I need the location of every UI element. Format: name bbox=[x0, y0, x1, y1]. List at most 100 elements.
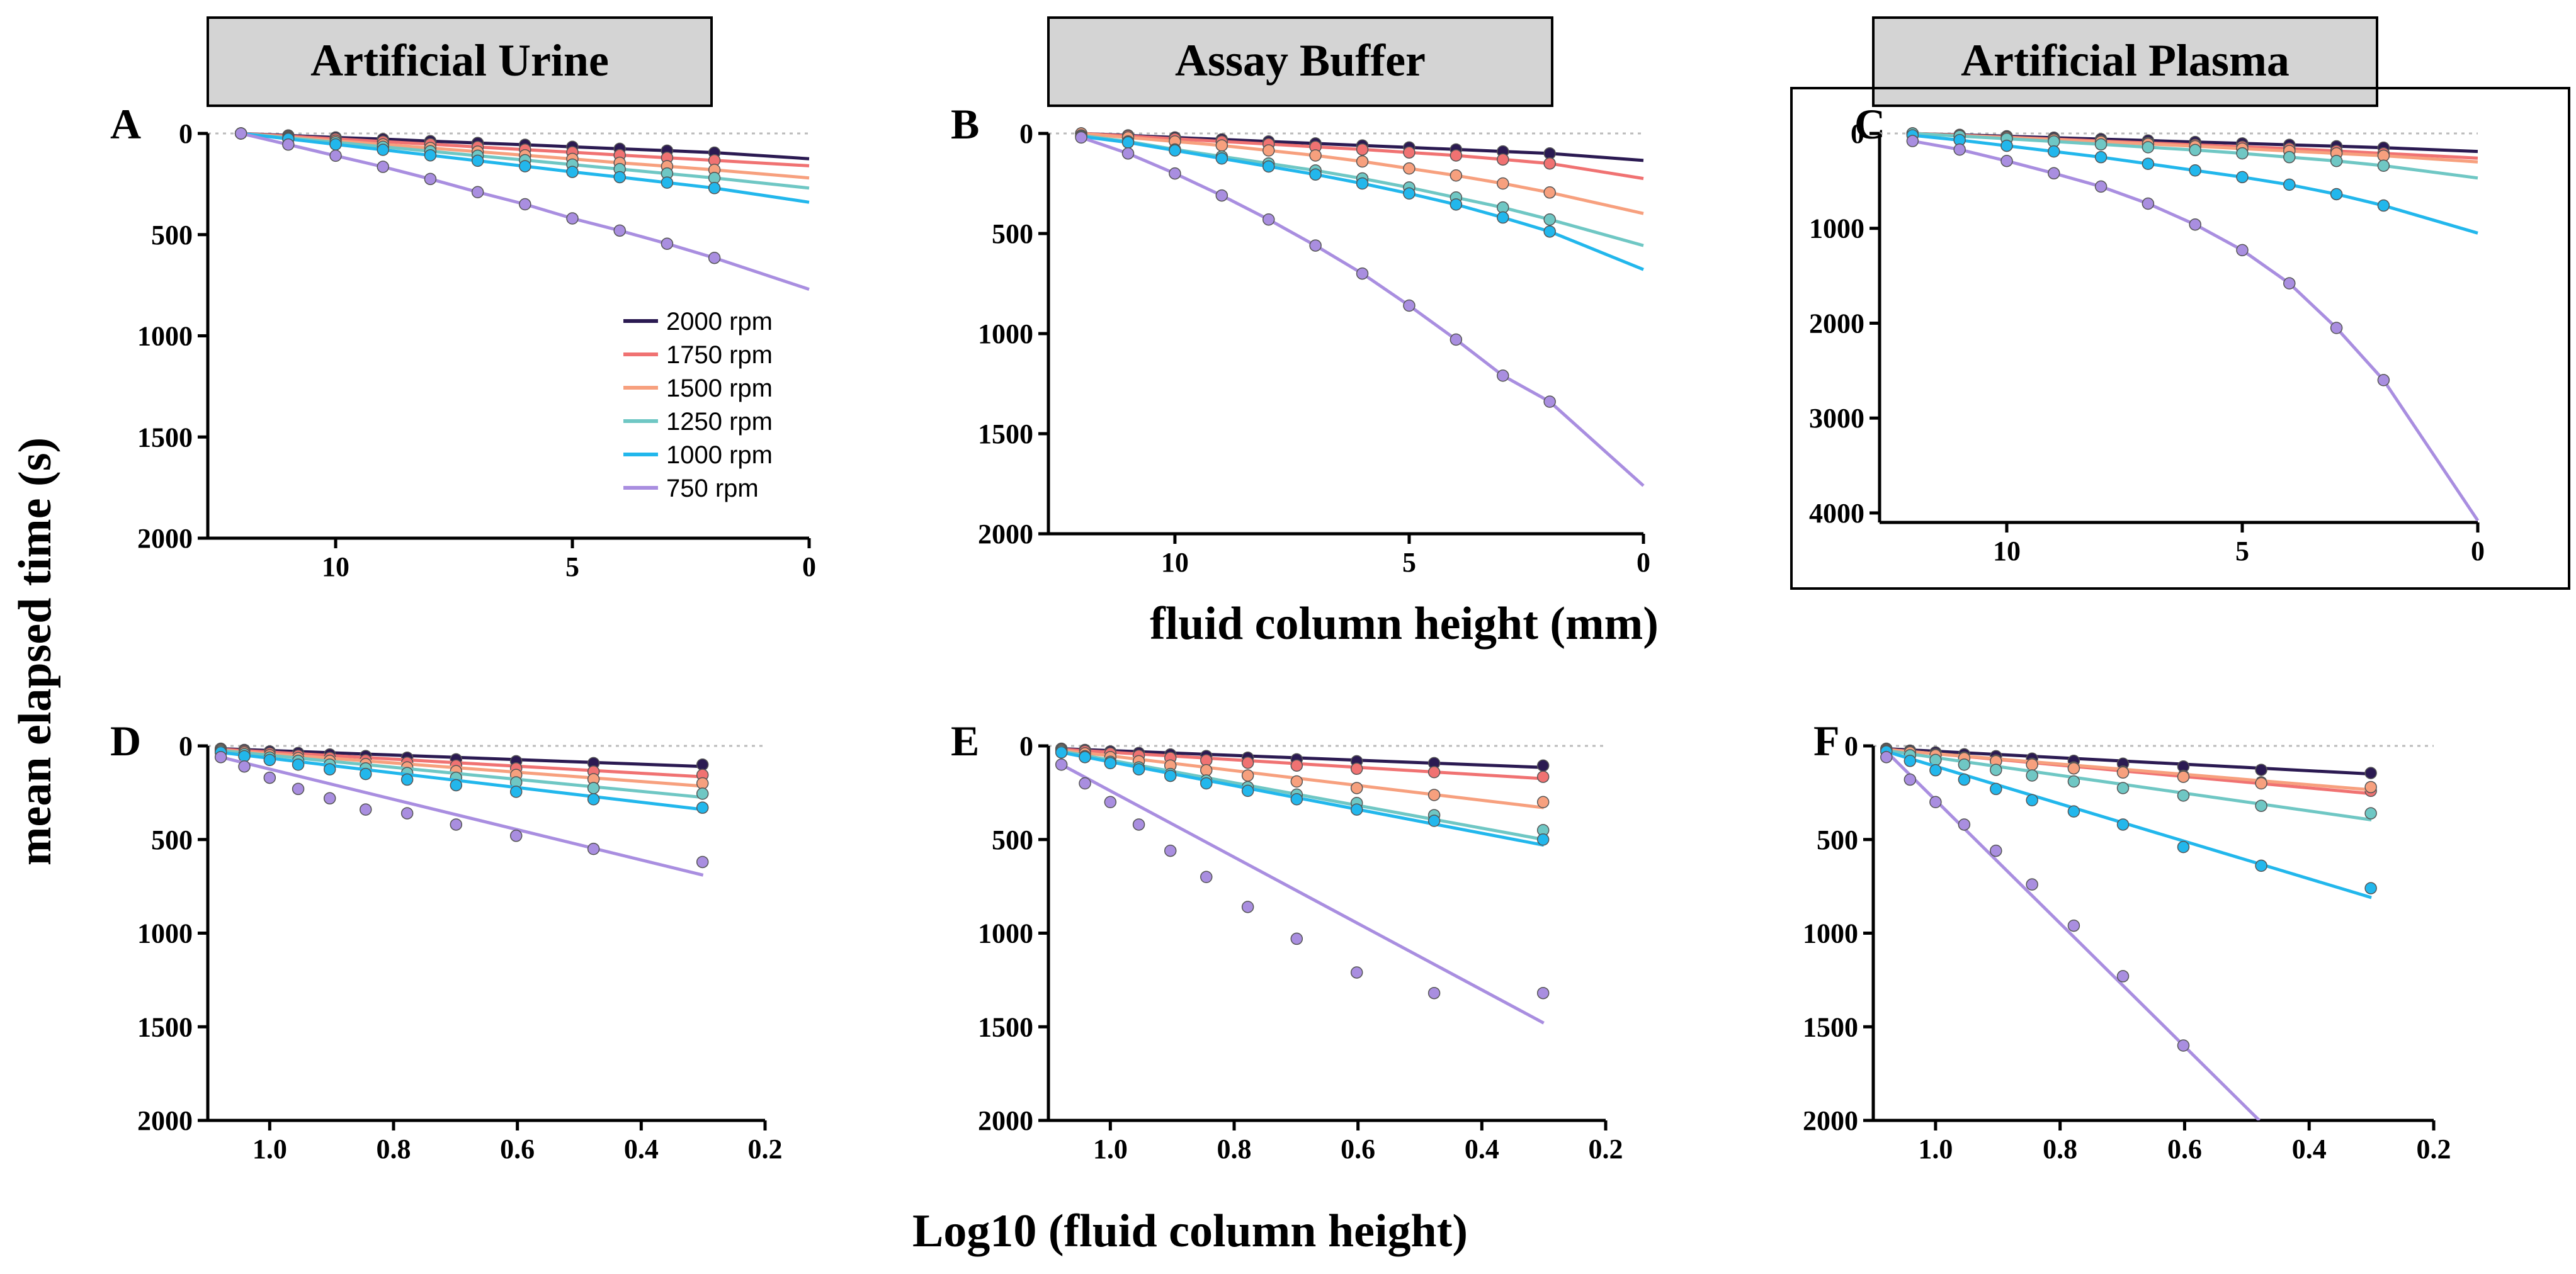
legend-label: 1500 rpm bbox=[666, 375, 773, 402]
y-tick-label: 1000 bbox=[1809, 213, 1864, 244]
x-tick-label: 10 bbox=[1161, 547, 1189, 578]
data-point bbox=[1543, 225, 1556, 238]
x-tick-label: 1.0 bbox=[1093, 1134, 1128, 1164]
legend-label: 1000 rpm bbox=[666, 441, 773, 469]
data-point bbox=[2067, 805, 2080, 818]
data-point bbox=[1356, 177, 1369, 190]
x-tick-label: 0.8 bbox=[377, 1134, 411, 1164]
data-point bbox=[2377, 374, 2390, 386]
data-point bbox=[1350, 966, 1363, 979]
series-750-rpm bbox=[1055, 758, 1550, 1025]
x-tick-label: 5 bbox=[2235, 536, 2249, 567]
data-point bbox=[1450, 198, 1463, 211]
y-tick-label: 4000 bbox=[1809, 498, 1864, 529]
data-point bbox=[1958, 773, 1971, 786]
data-point bbox=[1536, 833, 1550, 846]
x-tick-label: 0.8 bbox=[1217, 1134, 1252, 1164]
data-point bbox=[1427, 815, 1441, 827]
data-point bbox=[1079, 777, 1091, 790]
panel-letter: B bbox=[951, 100, 979, 148]
data-point bbox=[1200, 764, 1213, 777]
data-point bbox=[1990, 764, 2002, 776]
panel-letter: E bbox=[951, 717, 979, 765]
x-tick-label: 1.0 bbox=[1918, 1134, 1953, 1164]
y-tick-label: 0 bbox=[1844, 731, 1858, 762]
legend-label: 2000 rpm bbox=[666, 308, 773, 335]
data-point bbox=[2283, 277, 2296, 290]
data-point bbox=[424, 172, 437, 186]
data-point bbox=[2255, 764, 2267, 776]
data-point bbox=[2026, 769, 2038, 782]
data-point bbox=[1290, 775, 1303, 788]
y-tick-label: 2000 bbox=[137, 523, 193, 554]
data-point bbox=[1290, 793, 1303, 806]
panel-letter: F bbox=[1813, 717, 1840, 765]
data-point bbox=[2177, 840, 2190, 854]
data-point bbox=[1290, 759, 1303, 772]
x-tick-label: 10 bbox=[322, 551, 349, 582]
y-tick-label: 0 bbox=[1019, 118, 1033, 149]
data-point bbox=[1880, 751, 1893, 764]
data-point bbox=[1497, 153, 1509, 166]
data-point bbox=[238, 760, 251, 773]
x-tick-label: 0.2 bbox=[748, 1134, 783, 1164]
y-tick-label: 1500 bbox=[137, 422, 193, 453]
y-tick-label: 2000 bbox=[137, 1105, 193, 1136]
data-point bbox=[400, 807, 414, 820]
data-point bbox=[2364, 767, 2377, 779]
data-point bbox=[696, 787, 709, 800]
data-point bbox=[471, 186, 484, 198]
x-tick-label: 0.4 bbox=[624, 1134, 659, 1164]
data-point bbox=[1104, 796, 1117, 808]
data-point bbox=[1121, 147, 1135, 160]
data-point bbox=[661, 237, 674, 250]
data-point bbox=[1356, 267, 1369, 280]
series-1250-rpm bbox=[1906, 127, 2478, 180]
data-point bbox=[1450, 169, 1463, 182]
y-tick-label: 1500 bbox=[137, 1012, 193, 1042]
x-tick-label: 0.4 bbox=[2292, 1134, 2327, 1164]
data-point bbox=[1262, 160, 1275, 173]
data-point bbox=[696, 758, 709, 771]
data-point bbox=[2255, 799, 2267, 812]
column-headers: Artificial Urine Assay Buffer Artificial… bbox=[207, 16, 2378, 107]
data-point bbox=[1262, 144, 1275, 157]
data-point bbox=[377, 144, 389, 156]
data-point bbox=[377, 161, 389, 173]
y-tick-label: 2000 bbox=[1809, 308, 1864, 339]
data-point bbox=[471, 154, 484, 167]
data-point bbox=[1497, 177, 1509, 190]
data-point bbox=[1990, 844, 2002, 857]
data-point bbox=[1309, 239, 1322, 252]
x-tick-label: 1.0 bbox=[252, 1134, 287, 1164]
y-tick-label: 2000 bbox=[1803, 1105, 1858, 1136]
y-tick-label: 500 bbox=[151, 220, 193, 251]
x-axis-title-bottom: Log10 (fluid column height) bbox=[912, 1205, 1468, 1257]
data-point bbox=[1403, 187, 1416, 200]
x-tick-label: 0 bbox=[802, 551, 816, 582]
data-point bbox=[1403, 162, 1416, 175]
y-tick-label: 500 bbox=[151, 825, 193, 855]
y-tick-label: 500 bbox=[1817, 825, 1858, 855]
data-point bbox=[1055, 758, 1068, 771]
data-point bbox=[323, 763, 336, 775]
data-point bbox=[1990, 782, 2002, 796]
data-point bbox=[2116, 970, 2130, 983]
data-point bbox=[2236, 147, 2249, 160]
data-point bbox=[424, 149, 437, 162]
data-point bbox=[1241, 757, 1254, 769]
header-urine: Artificial Urine bbox=[310, 35, 609, 86]
y-tick-label: 0 bbox=[179, 731, 193, 762]
series-750-rpm bbox=[234, 127, 810, 291]
data-point bbox=[2189, 144, 2201, 157]
data-point bbox=[1904, 773, 1917, 786]
x-axis-title-top: fluid column height (mm) bbox=[1150, 598, 1659, 650]
legend-label: 750 rpm bbox=[666, 475, 759, 502]
data-point bbox=[1132, 763, 1145, 775]
data-point bbox=[566, 166, 579, 178]
data-point bbox=[1200, 871, 1213, 883]
fit-line bbox=[1081, 135, 1644, 271]
y-tick-label: 0 bbox=[1851, 118, 1864, 149]
header-assay: Assay Buffer bbox=[1175, 35, 1426, 86]
